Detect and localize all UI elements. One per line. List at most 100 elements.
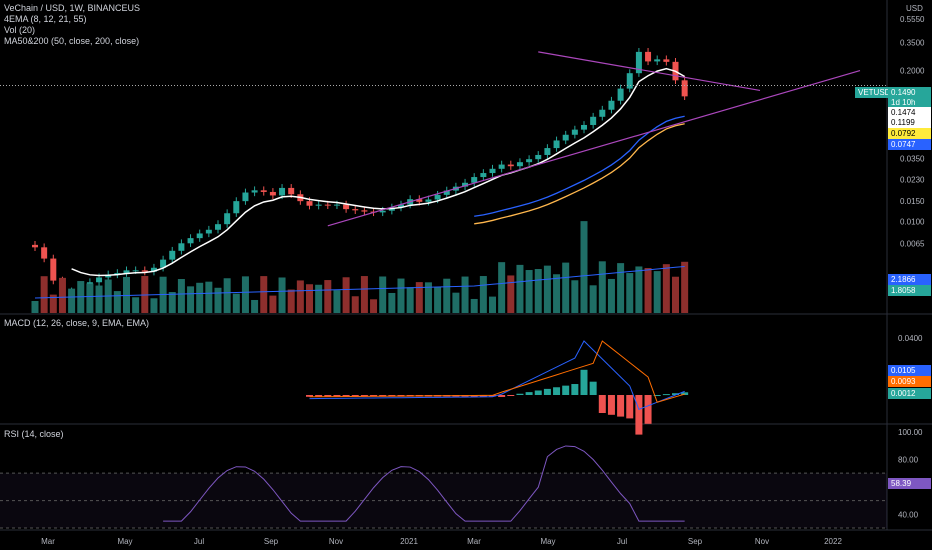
volume-bar (662, 264, 670, 313)
ma200-line (474, 123, 685, 225)
macd-histogram-bar (672, 393, 679, 395)
x-tick-label: May (117, 537, 132, 546)
rsi-badge: 58.39 (888, 478, 931, 489)
volume-ma-line (34, 265, 685, 299)
volume-bar (553, 274, 561, 313)
macd-histogram-bar (653, 395, 661, 396)
candle (434, 194, 441, 200)
volume-pane (31, 221, 689, 313)
volume-bar (306, 284, 313, 313)
candle (32, 244, 38, 248)
x-tick-label: Nov (755, 537, 769, 546)
y-tick-label: 0.0065 (900, 239, 925, 248)
rsi-pane (0, 445, 887, 529)
x-tick-label: Mar (467, 537, 481, 546)
candle (169, 250, 176, 260)
volume-bar (31, 301, 39, 313)
volume-bar (635, 266, 643, 313)
candle (96, 277, 103, 283)
ema-slow-badge: 0.1199 (888, 117, 931, 128)
volume-bar (315, 284, 323, 313)
candle (599, 109, 606, 117)
y-axis: 0.55500.35000.20000.10000.06500.03500.02… (898, 4, 925, 519)
volume-bar (415, 282, 423, 313)
candle (526, 159, 533, 163)
volume-bar (58, 277, 66, 313)
x-tick-label: 2022 (824, 537, 842, 546)
volume-bar (424, 282, 432, 313)
volume-bar (562, 262, 570, 313)
candle (260, 190, 267, 192)
volume-bar (589, 285, 597, 313)
candle (507, 164, 514, 167)
y-tick-label: 0.0350 (900, 154, 925, 163)
volume-bar (489, 296, 496, 313)
volume-bar (168, 292, 176, 313)
volume-bar (470, 298, 478, 313)
candle (480, 173, 487, 178)
candle (324, 204, 331, 206)
vol-badge-1: 2.1866 (888, 274, 931, 285)
macd-histogram-bar (553, 387, 561, 395)
countdown-badge: 1d 10h (888, 97, 931, 108)
volume-bar (40, 276, 48, 313)
volume-bar (223, 278, 231, 313)
volume-bar (434, 286, 442, 313)
ema-line (71, 67, 686, 277)
y-tick-label: 0.5550 (900, 15, 925, 24)
ema-legend: 4EMA (8, 12, 21, 55) (4, 14, 87, 24)
last-price-badge: 0.1490 (888, 87, 931, 98)
volume-bar (333, 290, 341, 313)
macd-histogram-bar (626, 395, 634, 419)
candle (196, 233, 203, 239)
candle (663, 59, 670, 62)
macd-histogram-bar (543, 388, 551, 395)
volume-bar (196, 282, 204, 313)
candle (178, 243, 185, 251)
macd-histogram-bar (562, 385, 570, 395)
candle (617, 88, 624, 101)
volume-bar (525, 270, 533, 313)
candle (114, 273, 121, 275)
candle (681, 80, 688, 97)
y-tick-label: 0.0150 (900, 197, 925, 206)
resistance-trendline (538, 51, 761, 92)
vol-badge-2: 1.8058 (888, 285, 931, 296)
macd-badge: 0.0105 (888, 365, 931, 376)
y-tick-label: 0.0100 (900, 218, 925, 227)
x-tick-label: Jul (194, 537, 204, 546)
x-tick-label: Nov (329, 537, 343, 546)
candle (544, 148, 551, 155)
y-tick-label: 0.2000 (900, 67, 925, 76)
candle (132, 270, 139, 272)
volume-bar (214, 287, 222, 313)
candle (443, 190, 450, 195)
main-legend: VeChain / USD, 1W, BINANCEUS 4EMA (8, 12… (4, 3, 140, 47)
volume-bar (260, 276, 268, 313)
y-tick-label: 0.3500 (900, 38, 925, 47)
volume-bar (598, 261, 606, 313)
macd-histogram-bar (333, 395, 341, 397)
macd-histogram-bar (342, 395, 350, 397)
macd-histogram-bar (360, 395, 368, 397)
volume-bar (351, 296, 359, 313)
volume-bar (607, 278, 615, 313)
macd-histogram-bar (525, 392, 533, 395)
candle (242, 192, 249, 202)
candle (498, 164, 505, 169)
candle (571, 129, 578, 135)
volume-bar (241, 276, 249, 313)
x-tick-label: Sep (688, 537, 703, 546)
x-tick-label: May (540, 537, 555, 546)
volume-bar (342, 277, 350, 313)
vol-legend: Vol (20) (4, 25, 36, 35)
x-tick-label: 2021 (400, 537, 418, 546)
signal-badge: 0.0093 (888, 376, 931, 387)
candle (288, 187, 295, 195)
x-tick-label: Sep (264, 537, 279, 546)
candle (233, 201, 240, 214)
candle (489, 168, 496, 174)
candle (590, 116, 597, 125)
ma-legend: MA50&200 (50, close, 200, close) (4, 36, 140, 46)
